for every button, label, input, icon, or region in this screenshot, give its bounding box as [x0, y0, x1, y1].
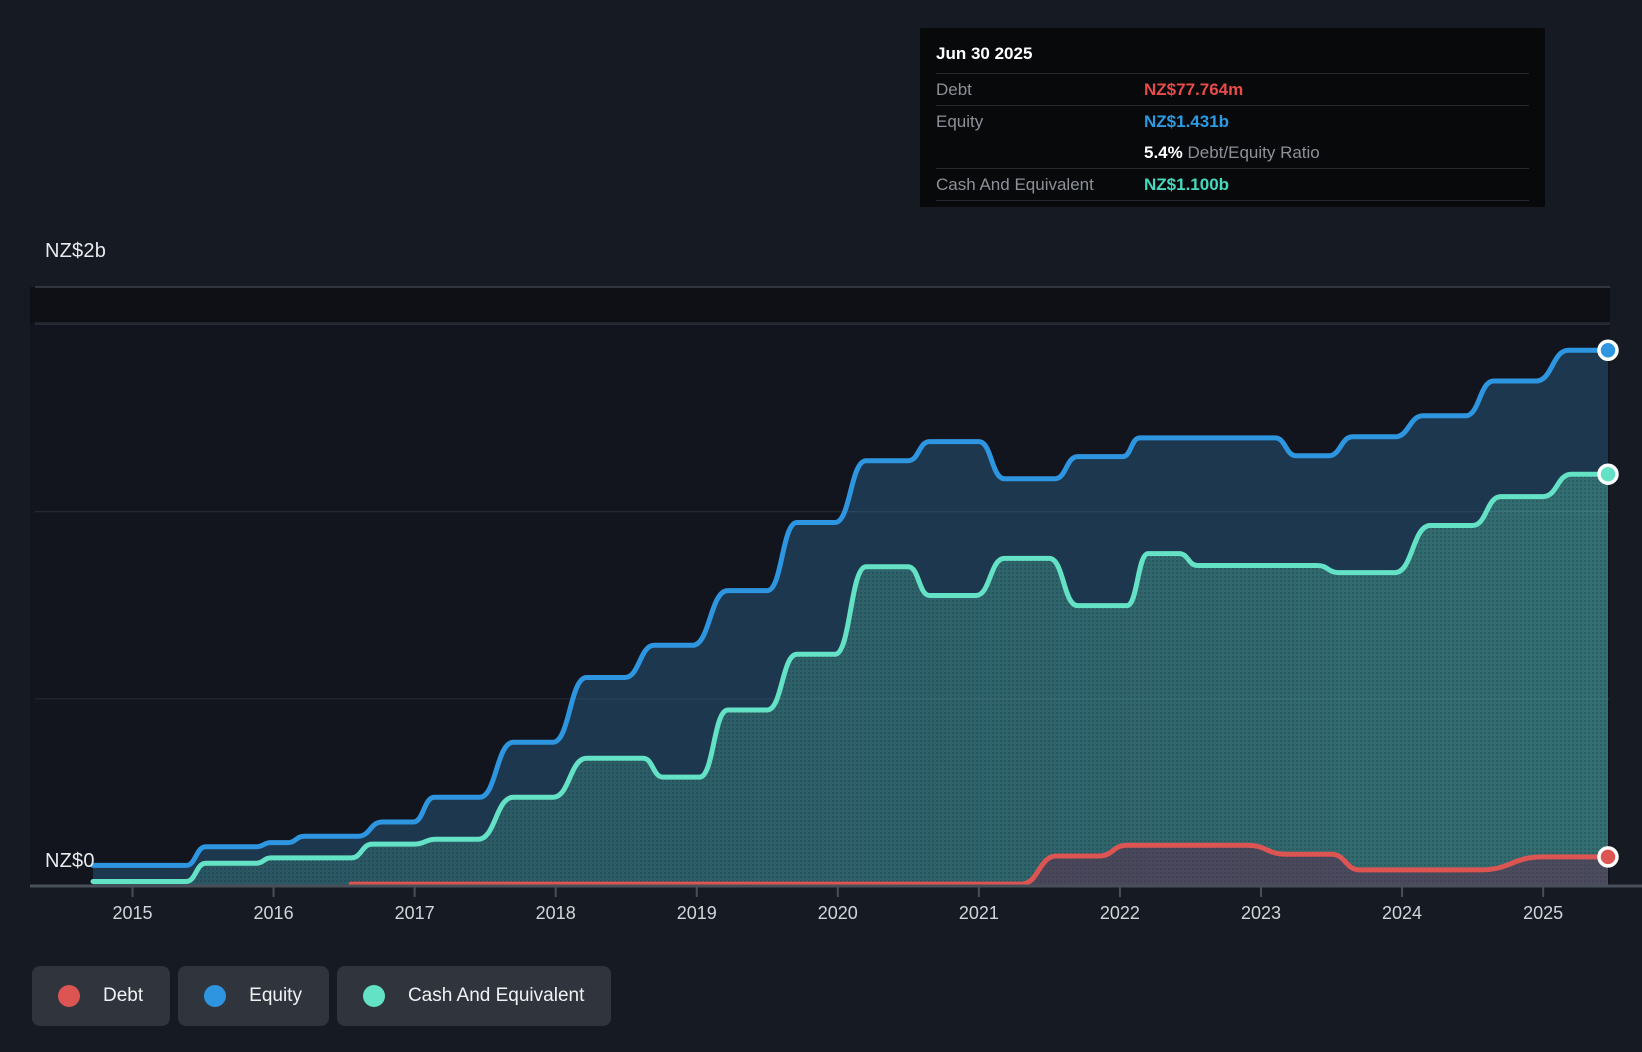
legend-item-cash[interactable]: Cash And Equivalent	[336, 966, 612, 1026]
legend-cash-label: Cash And Equivalent	[407, 985, 585, 1006]
tooltip-ratio-value: 5.4%	[1144, 142, 1183, 162]
x-axis-label: 2024	[1382, 903, 1422, 923]
line-cash-and-equivalent	[90, 471, 1611, 884]
debt-dot-icon	[58, 985, 80, 1007]
legend: Debt Equity Cash And Equivalent	[32, 966, 612, 1026]
series-lines	[90, 347, 1611, 887]
tooltip-equity-value: NZ$1.431b	[1144, 111, 1230, 131]
x-axis-label: 2018	[536, 903, 576, 923]
line-debt	[348, 842, 1611, 887]
x-axis-labels: 2015 2016 2017 2018 2019 2020 2021 2022 2023 2024…	[112, 903, 1563, 923]
y-axis-max-label: NZ$2b	[45, 240, 107, 262]
tooltip-row-ratio: 5.4% Debt/Equity Ratio	[936, 137, 1529, 169]
tooltip-equity-label: Equity	[936, 111, 984, 131]
tooltip-cash-label: Cash And Equivalent	[936, 174, 1094, 194]
legend-equity-label: Equity	[249, 985, 302, 1006]
line-equity	[90, 347, 1611, 868]
cash-dot-icon	[362, 985, 385, 1007]
legend-debt-label: Debt	[103, 985, 144, 1006]
end-marker-equity	[1597, 339, 1619, 362]
y-axis-zero-label: NZ$0	[45, 850, 95, 872]
x-axis-label: 2020	[818, 903, 858, 923]
x-axis-label: 2015	[112, 903, 152, 923]
tooltip-cash-value: NZ$1.100b	[1144, 174, 1230, 194]
tooltip-row-equity: Equity NZ$1.431b	[936, 106, 1529, 137]
equity-dot-icon	[204, 985, 227, 1007]
legend-item-equity[interactable]: Equity	[178, 966, 329, 1026]
x-axis-label: 2016	[254, 903, 294, 923]
plot-top-band	[30, 287, 1610, 323]
tooltip-debt-label: Debt	[936, 79, 972, 99]
tooltip-date: Jun 30 2025	[936, 38, 1529, 74]
tooltip-row-debt: Debt NZ$77.764m	[936, 74, 1529, 106]
tooltip-debt-value: NZ$77.764m	[1144, 79, 1244, 99]
series-end-markers	[1597, 339, 1619, 868]
tooltip-ratio-text: Debt/Equity Ratio	[1182, 142, 1320, 162]
tooltip-row-cash: Cash And Equivalent NZ$1.100b	[936, 169, 1529, 201]
end-marker-cash-and-equivalent	[1597, 463, 1619, 485]
x-axis-label: 2022	[1100, 903, 1140, 923]
end-marker-debt	[1597, 846, 1619, 868]
legend-item-debt[interactable]: Debt	[32, 966, 171, 1026]
x-axis-label: 2017	[395, 903, 435, 923]
tooltip-ratio: 5.4% Debt/Equity Ratio	[1144, 143, 1320, 163]
x-axis-label: 2021	[959, 903, 999, 923]
x-axis-ticks	[131, 886, 1545, 897]
x-axis-label: 2025	[1523, 903, 1563, 923]
x-axis-label: 2023	[1241, 903, 1281, 923]
area-texture	[93, 474, 1608, 886]
tooltip: Jun 30 2025 Debt NZ$77.764m Equity NZ$1.…	[920, 28, 1545, 207]
x-axis-label: 2019	[677, 903, 717, 923]
